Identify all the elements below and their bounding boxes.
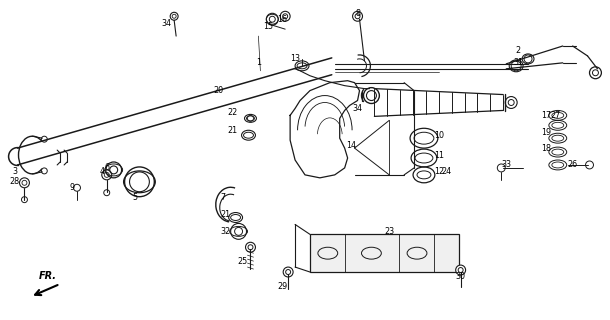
Text: 29: 29 bbox=[277, 282, 287, 292]
Text: 6: 6 bbox=[104, 164, 109, 172]
Text: 21: 21 bbox=[228, 126, 238, 135]
Text: 32: 32 bbox=[221, 227, 231, 236]
Circle shape bbox=[280, 11, 290, 21]
Ellipse shape bbox=[509, 60, 523, 72]
Text: 7: 7 bbox=[220, 193, 225, 202]
Bar bbox=[310, 234, 459, 272]
Circle shape bbox=[170, 12, 178, 20]
Text: 15: 15 bbox=[264, 22, 273, 31]
Circle shape bbox=[245, 242, 256, 252]
Text: 13: 13 bbox=[290, 54, 300, 63]
Text: 30: 30 bbox=[456, 272, 465, 282]
Text: FR.: FR. bbox=[39, 271, 57, 281]
Text: 1: 1 bbox=[256, 58, 261, 67]
Circle shape bbox=[505, 97, 517, 108]
Circle shape bbox=[364, 88, 379, 103]
Circle shape bbox=[589, 67, 601, 79]
Text: 2: 2 bbox=[515, 46, 521, 55]
Circle shape bbox=[586, 161, 594, 169]
Text: 5: 5 bbox=[132, 193, 137, 202]
Text: 23: 23 bbox=[384, 227, 394, 236]
Circle shape bbox=[456, 265, 465, 275]
Text: 28: 28 bbox=[10, 177, 20, 186]
Circle shape bbox=[267, 13, 278, 25]
Text: 33: 33 bbox=[501, 160, 511, 170]
Text: 9: 9 bbox=[70, 183, 74, 192]
Text: 34: 34 bbox=[353, 104, 362, 113]
Text: 12: 12 bbox=[434, 167, 444, 176]
Ellipse shape bbox=[295, 61, 309, 71]
Ellipse shape bbox=[229, 212, 243, 222]
Text: 19: 19 bbox=[541, 128, 551, 137]
Text: 17: 17 bbox=[541, 111, 551, 120]
Circle shape bbox=[353, 11, 362, 21]
Text: 34: 34 bbox=[161, 19, 171, 28]
Circle shape bbox=[102, 170, 112, 180]
Ellipse shape bbox=[242, 130, 256, 140]
Text: 3: 3 bbox=[12, 167, 17, 176]
Text: 22: 22 bbox=[228, 108, 238, 117]
Circle shape bbox=[20, 178, 29, 188]
Text: 4: 4 bbox=[99, 167, 104, 176]
Text: 11: 11 bbox=[434, 150, 444, 160]
Text: 18: 18 bbox=[541, 144, 551, 153]
Circle shape bbox=[283, 267, 293, 277]
Text: 26: 26 bbox=[567, 160, 578, 170]
Text: 25: 25 bbox=[237, 257, 248, 266]
Ellipse shape bbox=[245, 114, 256, 122]
Text: 8: 8 bbox=[355, 9, 360, 18]
Text: 21: 21 bbox=[221, 210, 231, 219]
Text: 16: 16 bbox=[277, 15, 287, 24]
Text: 27: 27 bbox=[551, 111, 561, 120]
Text: 24: 24 bbox=[442, 167, 452, 176]
Circle shape bbox=[497, 164, 505, 172]
Text: 10: 10 bbox=[434, 131, 444, 140]
Circle shape bbox=[74, 184, 81, 191]
Text: 20: 20 bbox=[214, 86, 224, 95]
Text: 31: 31 bbox=[513, 58, 523, 67]
Text: 14: 14 bbox=[346, 140, 357, 150]
